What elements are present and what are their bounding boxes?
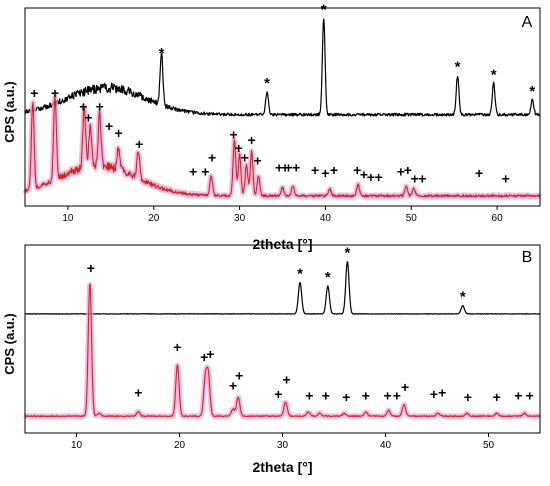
x-tick-label: 10 [62,213,74,224]
peak-marker-star: * [321,1,327,18]
peak-marker-plus: + [235,140,243,156]
peak-marker-plus: + [173,339,181,355]
peak-marker-plus: + [475,165,483,181]
series-0-line [24,261,541,315]
peak-marker-star: * [264,75,270,92]
peak-marker-plus: + [230,126,238,142]
x-tick-label: 10 [71,440,83,451]
peak-marker-plus: + [96,99,104,115]
peak-marker-plus: + [200,349,208,365]
peak-marker-plus: + [281,159,289,175]
peak-marker-plus: + [105,118,113,134]
peak-marker-plus: + [526,387,534,403]
peak-marker-star: * [460,289,466,306]
peak-marker-star: * [325,269,331,286]
peak-marker-plus: + [134,385,142,401]
x-axis-label: 2theta [°] [252,236,312,252]
x-tick-label: 50 [406,213,418,224]
peak-marker-plus: + [254,153,262,169]
peak-marker-plus: + [375,169,383,185]
peak-marker-plus: + [135,136,143,152]
peak-marker-plus: + [115,125,123,141]
peak-marker-plus: + [84,110,92,126]
peak-marker-plus: + [248,132,256,148]
peak-marker-plus: + [353,162,361,178]
x-tick-label: 20 [148,213,160,224]
peak-marker-plus: + [367,169,375,185]
peak-marker-plus: + [87,260,95,276]
peak-marker-plus: + [401,379,409,395]
peak-marker-plus: + [342,389,350,405]
peak-marker-plus: + [284,159,292,175]
panel-label: B [522,249,533,266]
peak-marker-plus: + [189,164,197,180]
peak-marker-plus: + [502,170,510,186]
x-tick-label: 40 [320,213,332,224]
x-axis-label: 2theta [°] [252,459,312,475]
plot-frame [24,7,541,207]
peak-marker-plus: + [79,99,87,115]
peak-marker-plus: + [493,389,501,405]
peak-marker-plus: + [418,170,426,186]
peak-marker-plus: + [362,387,370,403]
peak-marker-plus: + [397,164,405,180]
series-1-line [24,283,541,418]
peak-marker-plus: + [274,386,282,402]
peak-marker-plus: + [393,387,401,403]
y-axis-label: CPS (a.u.) [2,81,17,142]
panel-a: **** **+ +++++ +++ +++++++ +++ + + + + +++ + +++ + + +1… [2,1,543,252]
x-tick-label: 30 [277,440,289,451]
series-0-line [24,18,541,117]
peak-marker-plus: + [275,159,283,175]
x-tick-label: 30 [234,213,246,224]
peak-marker-plus: + [430,386,438,402]
peak-marker-plus: + [30,85,38,101]
peak-marker-plus: + [464,389,472,405]
peak-marker-star: * [529,83,535,100]
peak-marker-star: * [159,45,165,62]
x-tick-label: 50 [483,440,495,451]
x-tick-label: 40 [380,440,392,451]
peak-marker-plus: + [305,387,313,403]
y-axis-label: CPS (a.u.) [2,313,17,374]
peak-marker-plus: + [384,387,392,403]
peak-marker-star: * [455,58,461,75]
peak-marker-plus: + [514,387,522,403]
peak-marker-plus: + [311,162,319,178]
x-tick-label: 60 [492,213,504,224]
peak-marker-plus: + [438,385,446,401]
peak-marker-plus: + [51,85,59,101]
peak-marker-plus: + [360,166,368,182]
peak-marker-plus: + [235,367,243,383]
peak-marker-star: * [491,66,497,83]
peak-marker-plus: + [330,162,338,178]
peak-marker-plus: + [404,162,412,178]
peak-marker-star: * [344,244,350,261]
peak-marker-plus: + [208,150,216,166]
peak-marker-plus: + [201,164,209,180]
peak-marker-plus: + [321,165,329,181]
peak-marker-plus: + [322,387,330,403]
peak-marker-plus: + [283,372,291,388]
peak-marker-plus: + [229,377,237,393]
panel-b: * ***++++++++++ + + + + ++ + + + + + +10 20 30 40 502the… [2,244,543,475]
panel-label: A [522,14,533,31]
peak-marker-plus: + [292,159,300,175]
peak-marker-plus: + [206,346,214,362]
peak-marker-plus: + [241,150,249,166]
peak-marker-star: * [297,265,303,282]
peak-marker-plus: + [411,170,419,186]
x-tick-label: 20 [174,440,186,451]
series-1-line [24,95,541,198]
